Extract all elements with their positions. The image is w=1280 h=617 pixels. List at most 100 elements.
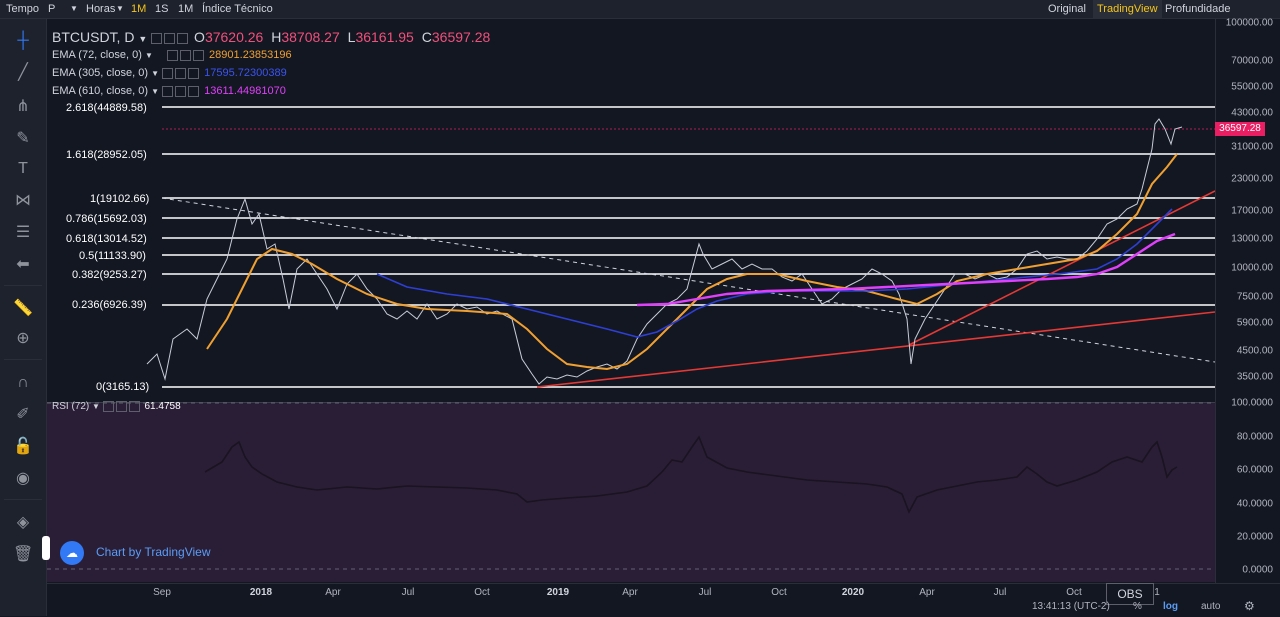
indicator-label: EMA (72, close, 0) (52, 49, 142, 61)
interval-1m-button[interactable]: 1M (131, 3, 147, 15)
view-original-tab[interactable]: Original (1048, 3, 1086, 15)
eye-icon[interactable]: ◉ (16, 470, 30, 487)
fib-label-0786: 0.786(15692.03) (66, 213, 147, 225)
low-label: L (347, 29, 356, 45)
price-chart[interactable] (47, 19, 1216, 583)
time-axis-label: Sep (153, 587, 171, 598)
settings-icon[interactable] (162, 67, 174, 79)
fib-label-0618: 0.618(13014.52) (66, 233, 147, 245)
rsi-canvas (47, 402, 1215, 570)
hide-icon[interactable] (175, 85, 187, 97)
auto-scale-toggle[interactable]: auto (1201, 601, 1221, 612)
indicator-legend-ema305[interactable]: EMA (305, close, 0) ▼ 17595.72300389 (52, 67, 287, 79)
magnet-icon[interactable]: ∩ (17, 374, 29, 391)
symbol-name[interactable]: BTCUSDT, D (52, 29, 135, 45)
horas-dropdown[interactable]: Horas (86, 3, 116, 15)
chevron-down-icon: ▼ (92, 402, 100, 412)
time-axis-label: Apr (325, 587, 341, 598)
log-scale-toggle[interactable]: log (1163, 601, 1178, 612)
price-chart-canvas[interactable] (47, 19, 1216, 583)
obs-tooltip: OBS (1106, 583, 1154, 605)
close-value: 36597.28 (431, 29, 491, 45)
price-series (146, 118, 1183, 385)
ruler-icon[interactable]: 📏 (13, 300, 33, 317)
rsi-legend[interactable]: RSI (72) ▼ 61.4758 (52, 401, 181, 412)
indicator-legend-ema610[interactable]: EMA (610, close, 0) ▼ 13611.44981070 (52, 85, 286, 97)
hide-icon[interactable] (164, 32, 176, 44)
prediction-icon[interactable]: ☰ (15, 224, 31, 241)
gear-icon[interactable]: ⚙ (1244, 599, 1255, 613)
timeframe-p-dropdown[interactable]: P (48, 3, 56, 15)
close-icon[interactable] (177, 32, 189, 44)
symbol-legend: BTCUSDT, D ▼ O37620.26 H38708.27 L36161.… (52, 29, 490, 45)
close-icon[interactable] (188, 67, 200, 79)
layers-icon[interactable]: ◈ (16, 514, 30, 531)
price-axis-label: 17000.00 (1231, 205, 1273, 217)
indicator-legend-ema72[interactable]: EMA (72, close, 0) ▼ 28901.23853196 (52, 49, 292, 61)
rsi-axis-label: 0.0000 (1242, 564, 1273, 576)
price-axis-label: 70000.00 (1231, 55, 1273, 67)
percent-scale-toggle[interactable]: % (1133, 601, 1142, 612)
price-axis[interactable]: 100000.00 70000.00 55000.00 43000.00 310… (1215, 18, 1280, 583)
interval-1s-button[interactable]: 1S (155, 3, 169, 15)
back-arrow-icon[interactable]: ⬅ (16, 256, 30, 273)
rsi-axis-label: 80.0000 (1236, 431, 1273, 443)
close-label: C (421, 29, 432, 45)
price-axis-label: 4500.00 (1236, 345, 1273, 357)
tool-divider (4, 285, 42, 286)
low-value: 36161.95 (355, 29, 414, 45)
indicator-label: EMA (305, close, 0) (52, 67, 148, 79)
watermark-text: Chart by TradingView (96, 545, 211, 559)
time-axis[interactable]: Sep 2018 Apr Jul Oct 2019 Apr Jul Oct 20… (47, 583, 1280, 617)
rsi-line (204, 435, 1178, 514)
hide-icon[interactable] (175, 67, 187, 79)
close-icon[interactable] (188, 85, 200, 97)
lock-drawing-icon[interactable]: ✐ (16, 406, 30, 423)
rsi-value: 61.4758 (144, 401, 181, 413)
time-axis-label: Jul (993, 587, 1007, 598)
settings-icon[interactable] (162, 85, 174, 97)
clock-readout: 13:41:13 (UTC-2) (1032, 601, 1110, 612)
rsi-axis-label: 60.0000 (1236, 464, 1273, 476)
fib-label-1618: 1.618(28952.05) (66, 149, 147, 161)
close-icon[interactable] (192, 49, 204, 61)
tradingview-watermark[interactable]: ☁ Chart by TradingView (60, 541, 260, 565)
settings-icon[interactable] (151, 32, 163, 44)
price-axis-label: 10000.00 (1231, 262, 1273, 274)
chevron-down-icon: ▼ (138, 34, 148, 44)
close-icon[interactable] (128, 401, 140, 412)
crosshair-icon[interactable]: ┼ (17, 32, 29, 49)
indicator-label: EMA (610, close, 0) (52, 85, 148, 97)
settings-icon[interactable] (102, 401, 114, 412)
interval-1mo-button[interactable]: 1M (178, 3, 194, 15)
time-axis-label: Apr (622, 587, 638, 598)
hide-icon[interactable] (179, 49, 191, 61)
lock-icon[interactable]: 🔓 (13, 438, 33, 455)
view-tradingview-tab[interactable]: TradingView (1093, 0, 1162, 18)
settings-icon[interactable] (166, 49, 178, 61)
high-label: H (271, 29, 282, 45)
price-axis-label: 43000.00 (1231, 107, 1273, 119)
hide-icon[interactable] (115, 401, 127, 412)
trash-icon[interactable]: 🗑 (13, 546, 34, 563)
trendline-red-lower (536, 311, 1216, 388)
trendline-icon[interactable]: ╱ (18, 64, 28, 81)
rsi-pane[interactable] (47, 402, 1215, 582)
pattern-icon[interactable]: ⋈ (15, 192, 31, 209)
rsi-axis-label: 20.0000 (1236, 531, 1273, 543)
indicators-button[interactable]: Índice Técnico (202, 3, 273, 15)
chevron-down-icon: ▼ (116, 4, 124, 13)
time-axis-label: Oct (771, 587, 787, 598)
fork-icon[interactable]: ⋔ (16, 98, 30, 115)
panel-collapse-handle[interactable] (42, 536, 50, 560)
zoom-icon[interactable]: ⊕ (16, 330, 30, 347)
timeframe-tempo-button[interactable]: Tempo (6, 3, 40, 15)
fib-label-0382: 0.382(9253.27) (72, 269, 147, 281)
indicator-value: 28901.23853196 (209, 49, 292, 61)
tool-divider (4, 359, 42, 360)
text-icon[interactable]: T (18, 160, 28, 177)
fib-label-1: 1(19102.66) (90, 193, 150, 205)
tool-divider (4, 499, 42, 500)
brush-icon[interactable]: ✎ (16, 130, 30, 147)
view-depth-tab[interactable]: Profundidade (1165, 3, 1231, 15)
